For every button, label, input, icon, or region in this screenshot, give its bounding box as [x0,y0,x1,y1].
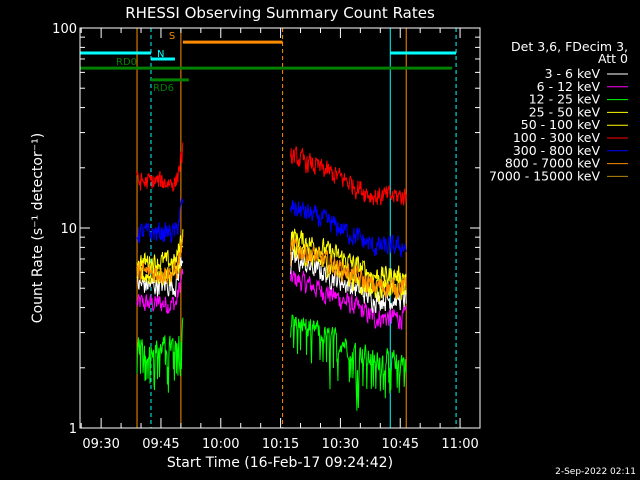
legend-entry-label: 800 - 7000 keV [505,156,601,171]
series-line [136,234,407,300]
x-tick-label: 11:00 [441,437,478,452]
legend-header-line-2: Att 0 [598,51,628,66]
x-tick-label: 10:45 [382,437,419,452]
x-tick-label: 10:15 [262,437,299,452]
x-tick-label: 10:30 [322,437,359,452]
series-line [136,228,407,288]
y-tick-label: 100 [52,22,77,37]
series-line [136,268,407,330]
legend-entry-label: 3 - 6 keV [545,66,601,81]
x-tick-label: 10:00 [202,437,239,452]
legend-header-line-1: Det 3,6, FDecim 3, [511,39,628,54]
legend-entry-label: 300 - 800 keV [513,143,601,158]
legend-entry-label: 100 - 300 keV [513,130,601,145]
state-bar-label: RD0 [116,57,137,68]
y-tick-label: 1 [69,422,77,437]
series-line [136,197,407,258]
y-axis-label: Count Rate (s⁻¹ detector⁻¹) [30,133,46,323]
footer-date: 2-Sep-2022 02:11 [555,467,636,477]
state-bar-label: S [169,31,175,42]
x-axis: 09:30 09:45 10:00 10:15 10:30 10:45 11:00 [80,28,481,452]
legend-entry-label: 7000 - 15000 keV [489,168,600,183]
legend-entry-label: 6 - 12 keV [537,79,601,94]
plot-area: SN RD0 RD6 [80,28,457,428]
series-line [136,142,407,206]
series-line [136,314,407,411]
x-tick-label: 09:45 [142,437,179,452]
y-axis: 1 10 100 [52,22,480,437]
legend-entry-label: 12 - 25 keV [529,92,601,107]
legend-entry-label: 50 - 100 keV [521,117,601,132]
state-bar-label: RD6 [153,83,174,94]
state-bar-label: N [157,49,164,60]
chart-title: RHESSI Observing Summary Count Rates [125,4,435,22]
legend-entry-label: 25 - 50 keV [529,104,601,119]
x-axis-label: Start Time (16-Feb-17 09:24:42) [167,455,393,471]
y-tick-label: 10 [60,222,77,237]
x-tick-label: 09:30 [82,437,119,452]
